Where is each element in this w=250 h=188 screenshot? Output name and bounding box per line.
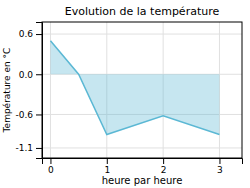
tick-label: 0 xyxy=(48,165,54,175)
grid xyxy=(42,22,242,158)
tick-label: 0.0 xyxy=(19,70,34,80)
tick-label: 1 xyxy=(104,165,110,175)
tick-mark xyxy=(36,34,42,35)
tick-mark xyxy=(163,158,164,164)
axis-line xyxy=(36,23,43,159)
tick: 0.6 xyxy=(19,29,42,39)
tick-label: 0.6 xyxy=(19,29,34,39)
line xyxy=(50,41,219,135)
plot: 0 1 2 3 -1.1 -0.6 0.0 0.6 xyxy=(15,22,242,175)
marks xyxy=(50,41,219,135)
axis-line xyxy=(43,159,243,165)
chart: 0 1 2 3 -1.1 -0.6 0.0 0.6 Evolution de la tempér… xyxy=(0,0,250,188)
x-axis: 0 1 2 3 xyxy=(43,158,243,175)
area xyxy=(50,41,219,135)
tick: -0.6 xyxy=(15,110,42,120)
tick-mark xyxy=(36,74,42,75)
title: Evolution de la température xyxy=(65,5,220,18)
tick: 0 xyxy=(48,158,54,175)
tick-mark xyxy=(36,114,42,115)
tick: 0.0 xyxy=(19,70,42,80)
tick: 3 xyxy=(217,158,223,175)
y-axis: -1.1 -0.6 0.0 0.6 xyxy=(15,23,42,159)
tick-mark xyxy=(36,148,42,149)
tick-label: 3 xyxy=(217,165,223,175)
tick-mark xyxy=(219,158,220,164)
tick-label: -1.1 xyxy=(15,143,33,153)
plot-frame xyxy=(42,22,242,158)
tick-label: -0.6 xyxy=(15,110,33,120)
grid-line xyxy=(42,147,242,148)
tick: -1.1 xyxy=(15,143,42,153)
tick-mark xyxy=(50,158,51,164)
tick-label: 2 xyxy=(161,165,167,175)
tick-mark xyxy=(107,158,108,164)
x-axis-title: heure par heure xyxy=(102,175,183,186)
y-axis-title: Température en °C xyxy=(2,48,12,134)
tick: 2 xyxy=(161,158,167,175)
tick: 1 xyxy=(104,158,110,175)
grid-line xyxy=(42,34,242,35)
